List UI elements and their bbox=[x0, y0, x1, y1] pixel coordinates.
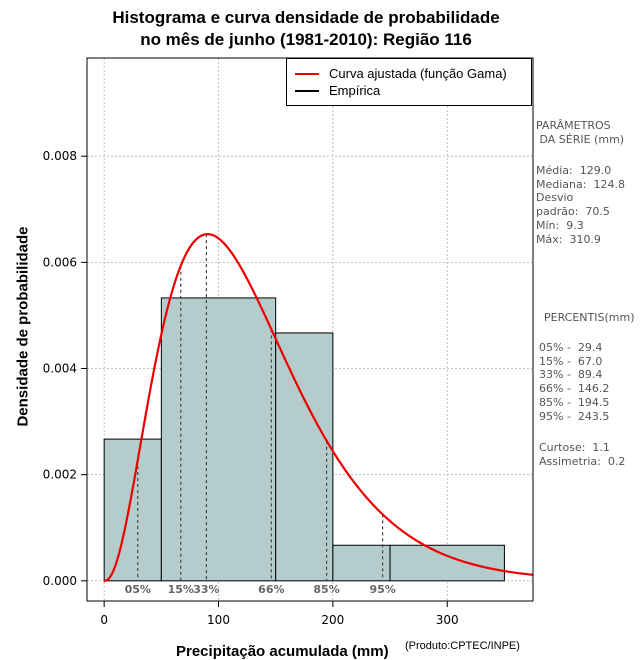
x-tick-label-0: 0 bbox=[100, 613, 108, 627]
legend-label-empirical: Empírica bbox=[329, 83, 381, 98]
y-tick-label-1: 0.002 bbox=[43, 468, 77, 482]
histogram-bar-1 bbox=[160, 297, 277, 582]
gamma-density-curve bbox=[104, 233, 534, 582]
bars-layer bbox=[103, 297, 505, 582]
y-tick-label-2: 0.004 bbox=[43, 362, 77, 376]
credit-text: (Produto:CPTEC/INPE) bbox=[405, 640, 520, 652]
percentile-label-5: 95% bbox=[369, 583, 395, 596]
legend-item-empirical: Empírica bbox=[295, 83, 380, 98]
params-heading: PARÂMETROS DA SÉRIE (mm) bbox=[536, 119, 625, 146]
percentile-label-0: 05% bbox=[125, 583, 151, 596]
curve-layer bbox=[104, 233, 534, 582]
y-tick-label-3: 0.006 bbox=[43, 255, 77, 269]
histogram-bar-0 bbox=[103, 438, 162, 582]
histogram-bar-2 bbox=[275, 332, 334, 582]
legend-swatch-red bbox=[295, 72, 319, 75]
y-tick-label-4: 0.008 bbox=[43, 149, 77, 163]
chart-title-line1: Histograma e curva densidade de probabil… bbox=[112, 8, 500, 27]
percentile-label-2: 33% bbox=[193, 583, 219, 596]
x-tick-label-2: 200 bbox=[321, 613, 344, 627]
legend-item-fitted: Curva ajustada (função Gama) bbox=[295, 66, 507, 81]
percentiles-values: 05% - 29.4 15% - 67.0 33% - 89.4 66% - 1… bbox=[539, 341, 610, 423]
chart-title-line2: no mês de junho (1981-2010): Região 116 bbox=[140, 30, 472, 49]
y-axis-label: Densidade de probabilidade bbox=[14, 226, 32, 427]
chart-legend: Curva ajustada (função Gama) Empírica bbox=[286, 58, 532, 106]
percentile-layer: 05% 15% 33% 66% 85% 95% bbox=[125, 234, 396, 596]
percentile-label-4: 85% bbox=[313, 583, 339, 596]
x-tick-label-1: 100 bbox=[207, 613, 230, 627]
legend-label-fitted: Curva ajustada (função Gama) bbox=[329, 66, 507, 81]
histogram-bar-3 bbox=[332, 544, 391, 582]
legend-swatch-black bbox=[295, 89, 319, 92]
histogram-bar-4 bbox=[389, 544, 505, 582]
x-tick-label-3: 300 bbox=[436, 613, 459, 627]
percentile-label-3: 66% bbox=[258, 583, 284, 596]
percentiles-heading: PERCENTIS(mm) bbox=[544, 311, 635, 324]
params-values: Média: 129.0 Mediana: 124.8 Desvio padrã… bbox=[536, 164, 625, 246]
shape-values: Curtose: 1.1 Assimetria: 0.2 bbox=[539, 441, 626, 468]
y-tick-label-0: 0.000 bbox=[43, 574, 77, 588]
x-axis-label: Precipitação acumulada (mm) bbox=[176, 643, 389, 660]
percentile-label-1: 15% bbox=[168, 583, 194, 596]
